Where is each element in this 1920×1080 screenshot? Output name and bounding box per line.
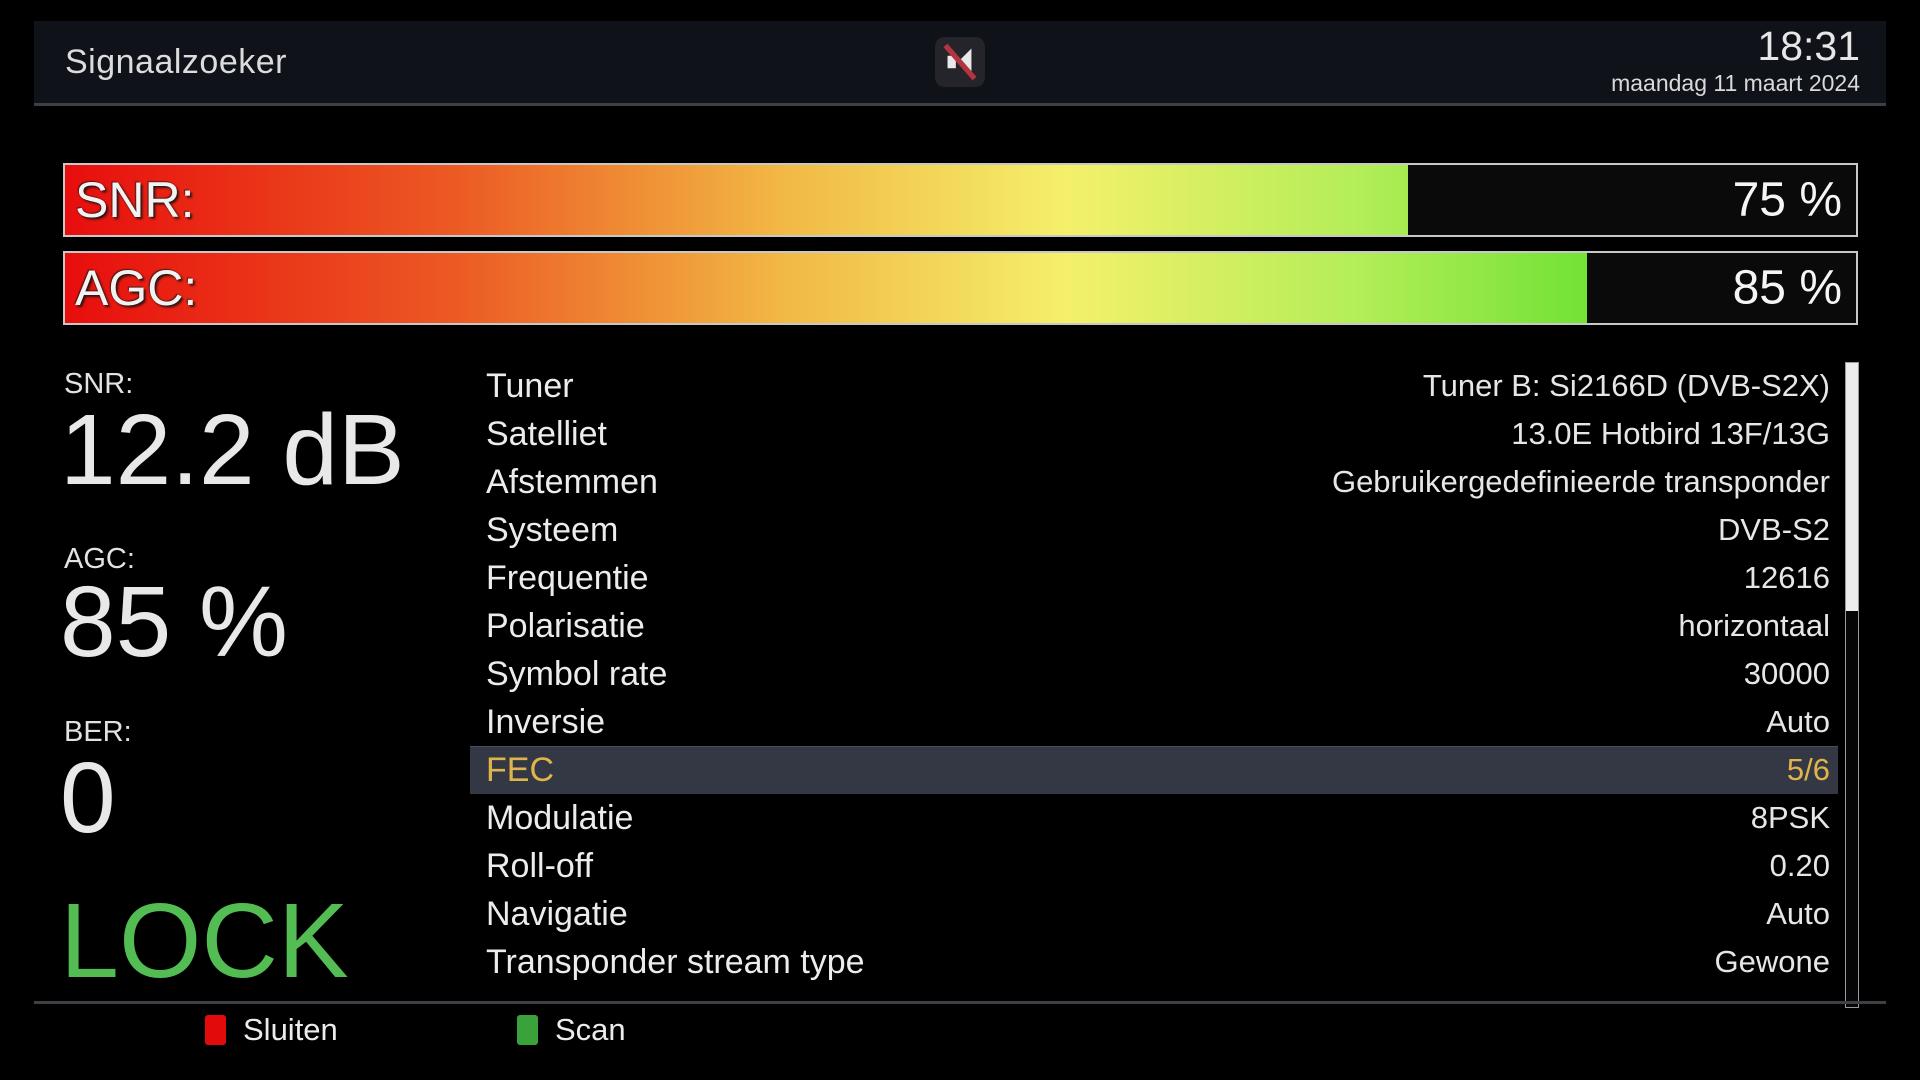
parameter-label: Polarisatie (486, 606, 645, 645)
clock-date: maandag 11 maart 2024 (1611, 70, 1860, 96)
clock-time: 18:31 (1757, 23, 1860, 69)
snr-bar-label: SNR: (75, 172, 195, 228)
parameter-label: Frequentie (486, 558, 649, 597)
parameter-value: 30000 (1743, 656, 1830, 691)
snr-bar-unfilled (1408, 165, 1856, 235)
agc-readout-label: AGC: (64, 543, 135, 575)
agc-bar-percent: 85 % (1732, 261, 1842, 315)
red-key-icon (205, 1015, 226, 1045)
parameter-label: Modulatie (486, 798, 634, 837)
parameter-row[interactable]: Navigatie Auto (470, 890, 1838, 938)
scrollbar-thumb[interactable] (1846, 363, 1858, 611)
footer-divider (34, 1001, 1886, 1004)
parameter-row[interactable]: Transponder stream type Gewone (470, 938, 1838, 986)
parameter-row[interactable]: Afstemmen Gebruikergedefinieerde transpo… (470, 458, 1838, 506)
close-button-label: Sluiten (243, 1012, 338, 1047)
parameter-value: 12616 (1743, 560, 1830, 595)
parameter-row[interactable]: FEC 5/6 (470, 746, 1838, 794)
parameter-row[interactable]: Tuner Tuner B: Si2166D (DVB-S2X) (470, 362, 1838, 410)
lock-status: LOCK (60, 882, 349, 1000)
scan-button[interactable]: Scan (517, 1010, 626, 1050)
parameter-label: FEC (486, 750, 554, 789)
list-scrollbar[interactable] (1845, 362, 1859, 1008)
parameter-label: Transponder stream type (486, 942, 865, 981)
parameter-value: Tuner B: Si2166D (DVB-S2X) (1422, 368, 1830, 403)
close-button[interactable]: Sluiten (205, 1010, 338, 1050)
parameter-label: Systeem (486, 510, 619, 549)
parameter-row[interactable]: Symbol rate 30000 (470, 650, 1838, 698)
agc-bar-label: AGC: (75, 260, 198, 316)
ber-readout-label: BER: (64, 716, 132, 748)
ber-readout-value: 0 (60, 742, 116, 854)
clock: 18:31 maandag 11 maart 2024 (1611, 26, 1860, 95)
parameter-label: Tuner (486, 366, 574, 405)
parameter-value: Gewone (1714, 944, 1830, 979)
parameter-value: 0.20 (1769, 848, 1830, 883)
parameter-row[interactable]: Satelliet 13.0E Hotbird 13F/13G (470, 410, 1838, 458)
parameter-label: Navigatie (486, 894, 628, 933)
parameter-row[interactable]: Roll-off 0.20 (470, 842, 1838, 890)
parameter-value: horizontaal (1678, 608, 1830, 643)
parameter-row[interactable]: Frequentie 12616 (470, 554, 1838, 602)
snr-signal-bar: SNR: 75 % (63, 163, 1858, 237)
snr-bar-percent: 75 % (1732, 173, 1842, 227)
agc-bar-unfilled (1587, 253, 1856, 323)
page-title: Signaalzoeker (65, 42, 287, 81)
parameter-label: Afstemmen (486, 462, 658, 501)
agc-readout-value: 85 % (60, 566, 288, 678)
parameter-label: Symbol rate (486, 654, 668, 693)
parameter-row[interactable]: Polarisatie horizontaal (470, 602, 1838, 650)
header-bar: Signaalzoeker 18:31 maandag 11 maart 202… (34, 21, 1886, 106)
parameter-value: 8PSK (1750, 800, 1830, 835)
green-key-icon (517, 1015, 538, 1045)
parameter-value: 13.0E Hotbird 13F/13G (1511, 416, 1830, 451)
parameter-row[interactable]: Inversie Auto (470, 698, 1838, 746)
parameter-value: 5/6 (1786, 752, 1830, 787)
parameter-value: Gebruikergedefinieerde transponder (1331, 464, 1830, 499)
snr-readout-label: SNR: (64, 368, 134, 400)
parameter-value: DVB-S2 (1718, 512, 1830, 547)
tuner-parameter-list: Tuner Tuner B: Si2166D (DVB-S2X) Satelli… (470, 362, 1838, 986)
parameter-label: Inversie (486, 702, 606, 741)
parameter-row[interactable]: Modulatie 8PSK (470, 794, 1838, 842)
snr-readout-value: 12.2 dB (60, 394, 405, 506)
parameter-value: Auto (1766, 704, 1830, 739)
agc-signal-bar: AGC: 85 % (63, 251, 1858, 325)
parameter-value: Auto (1766, 896, 1830, 931)
scan-button-label: Scan (555, 1012, 626, 1047)
parameter-row[interactable]: Systeem DVB-S2 (470, 506, 1838, 554)
parameter-label: Roll-off (486, 846, 594, 885)
mute-icon (934, 36, 986, 88)
parameter-label: Satelliet (486, 414, 607, 453)
